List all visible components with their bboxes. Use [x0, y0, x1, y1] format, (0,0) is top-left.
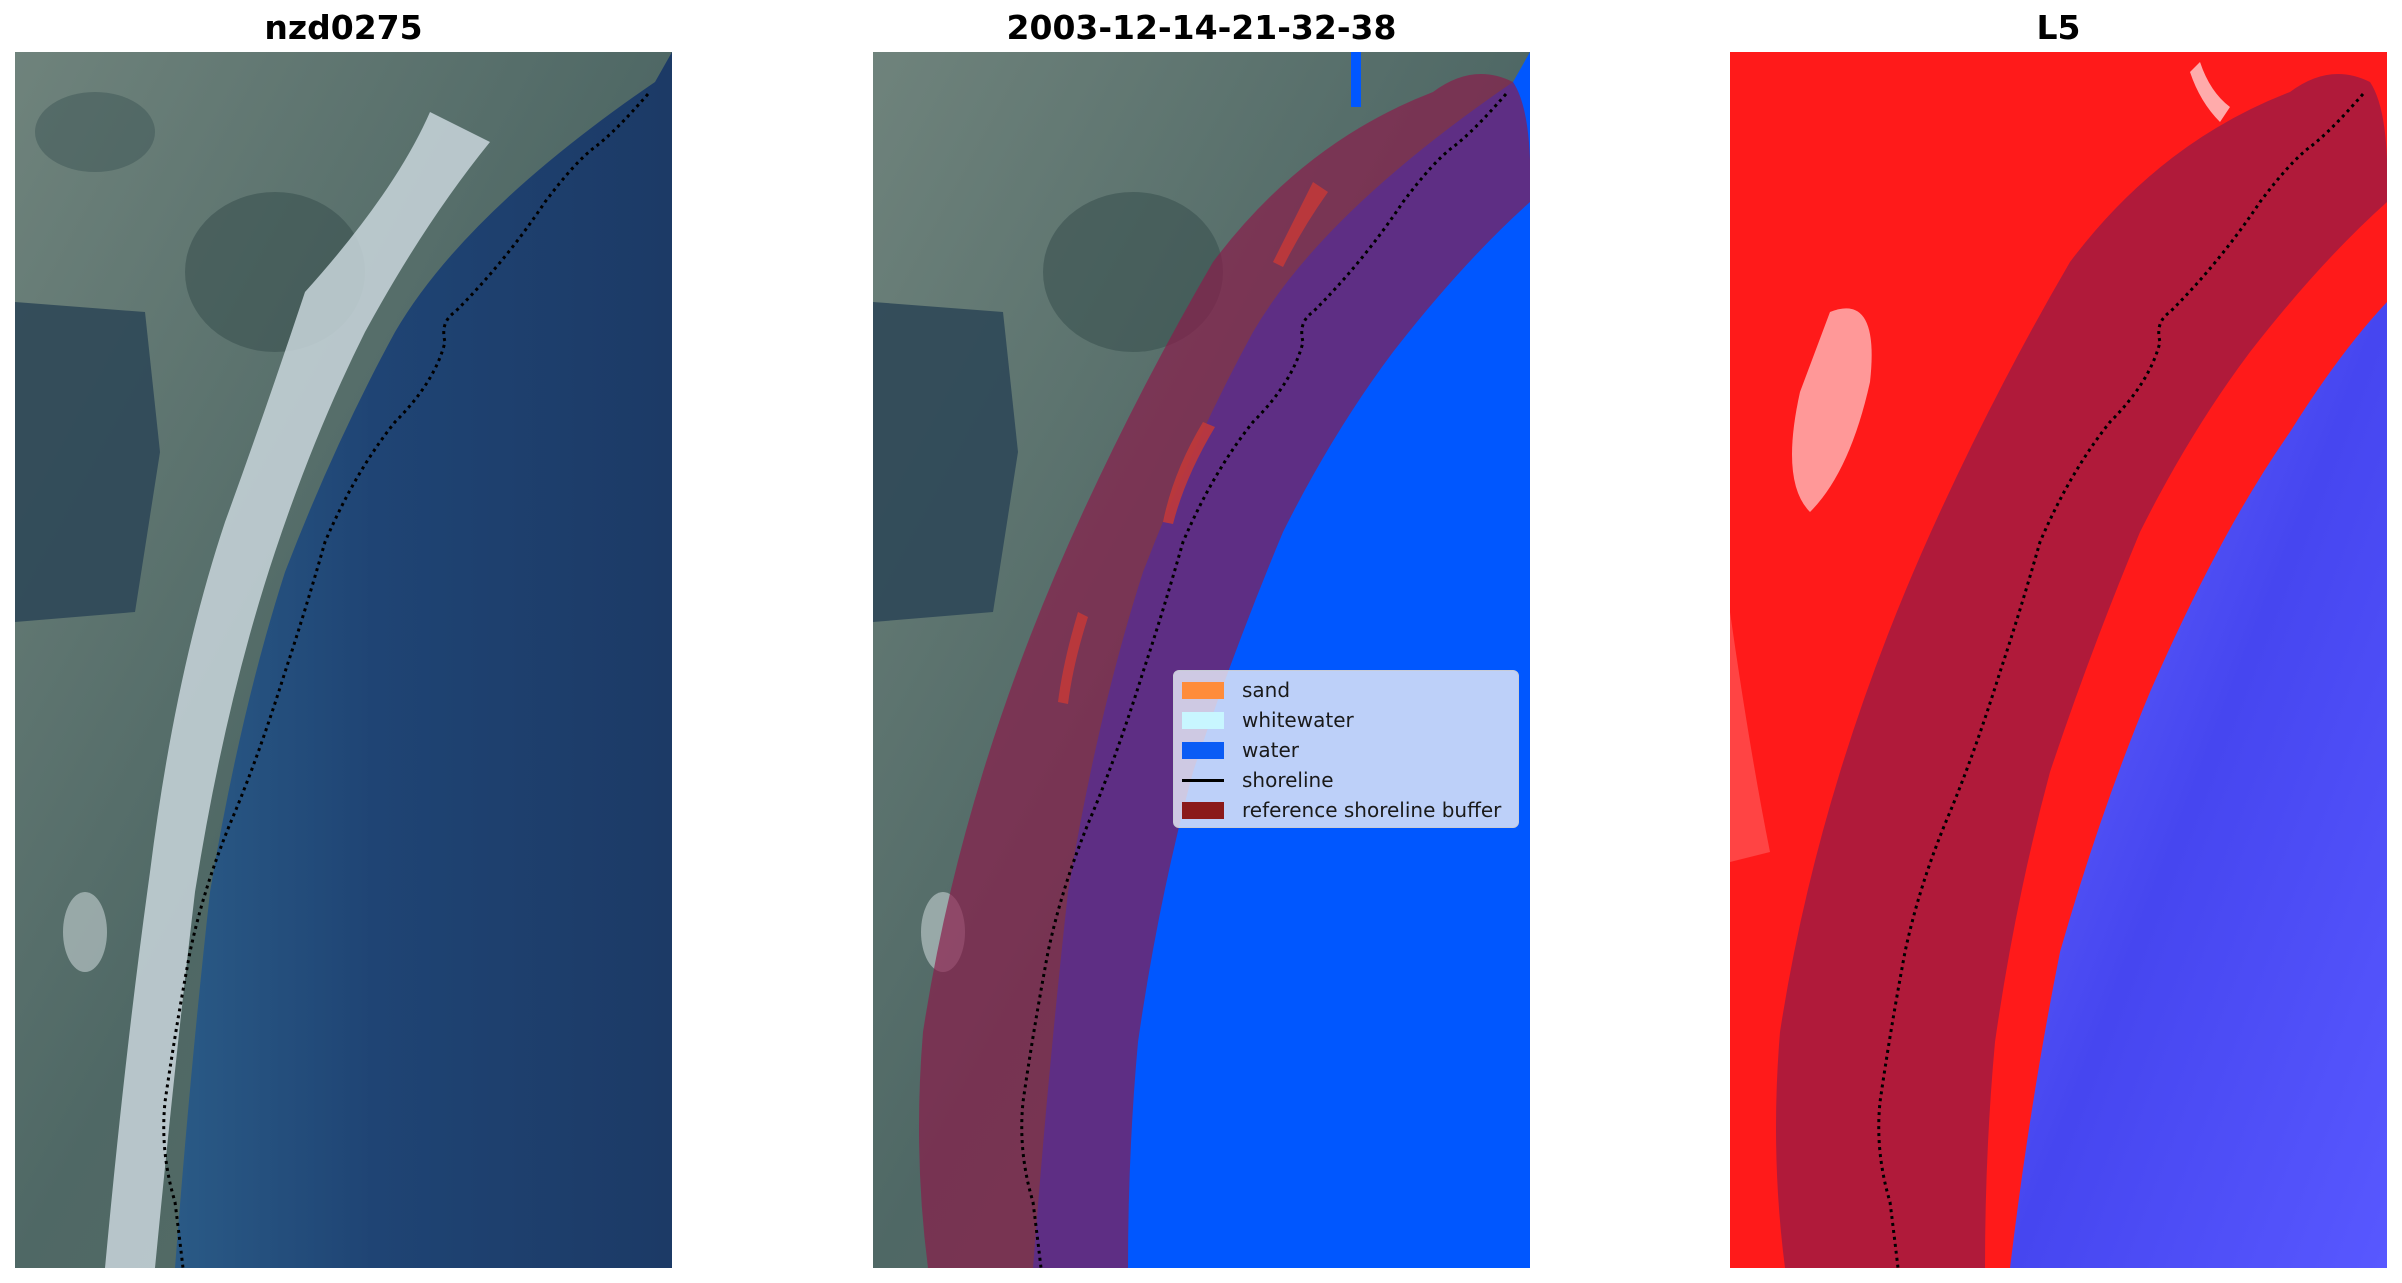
legend-label: water	[1242, 738, 1299, 762]
rgb-image-panel	[15, 52, 672, 1268]
index-image-panel	[1730, 52, 2387, 1268]
legend-label: shoreline	[1242, 768, 1334, 792]
index-image	[1730, 52, 2387, 1268]
legend-label: sand	[1242, 678, 1291, 702]
panel-title-index: L5	[2036, 8, 2081, 47]
sand-class	[1163, 422, 1215, 524]
water-index	[2010, 302, 2387, 1268]
water-class-fragment	[1351, 52, 1361, 107]
legend-label: reference shoreline buffer	[1242, 798, 1502, 822]
dark-wetland	[15, 302, 160, 622]
dark-vegetation	[1043, 192, 1223, 352]
legend-item-shoreline: shoreline	[1182, 765, 1510, 795]
dark-vegetation	[35, 92, 155, 172]
reference-shoreline-buffer	[1776, 74, 2387, 1268]
beach-strip	[105, 112, 490, 1268]
classified-image-panel	[873, 52, 1530, 1268]
legend-label: whitewater	[1242, 708, 1354, 732]
shoreline-line	[162, 93, 650, 1268]
legend-item-water: water	[1182, 735, 1510, 765]
bright-land-patch	[1792, 308, 1872, 512]
shoreline-line	[1877, 93, 2365, 1268]
water-class	[1033, 52, 1530, 1268]
legend-item-sand: sand	[1182, 675, 1510, 705]
land-patch	[1730, 612, 1770, 862]
legend-item-buffer: reference shoreline buffer	[1182, 795, 1510, 825]
legend-swatch-water	[1182, 741, 1224, 759]
legend-item-whitewater: whitewater	[1182, 705, 1510, 735]
sand-class	[1058, 612, 1088, 704]
legend-swatch-buffer	[1182, 801, 1224, 819]
sand-class	[1273, 182, 1328, 267]
legend-swatch-sand	[1182, 681, 1224, 699]
rgb-image	[15, 52, 672, 1268]
legend-swatch-whitewater	[1182, 711, 1224, 729]
dark-wetland	[873, 302, 1018, 622]
panel-title-rgb: nzd0275	[264, 8, 423, 47]
bright-patch	[63, 892, 107, 972]
classified-image	[873, 52, 1530, 1268]
shoreline-line	[1020, 93, 1508, 1268]
bright-land-patch	[2190, 62, 2230, 122]
sea-area	[175, 52, 672, 1268]
legend-swatch-shoreline	[1182, 778, 1224, 782]
legend: sand whitewater water shoreline referenc…	[1173, 670, 1519, 828]
panel-title-classified: 2003-12-14-21-32-38	[1006, 8, 1397, 47]
